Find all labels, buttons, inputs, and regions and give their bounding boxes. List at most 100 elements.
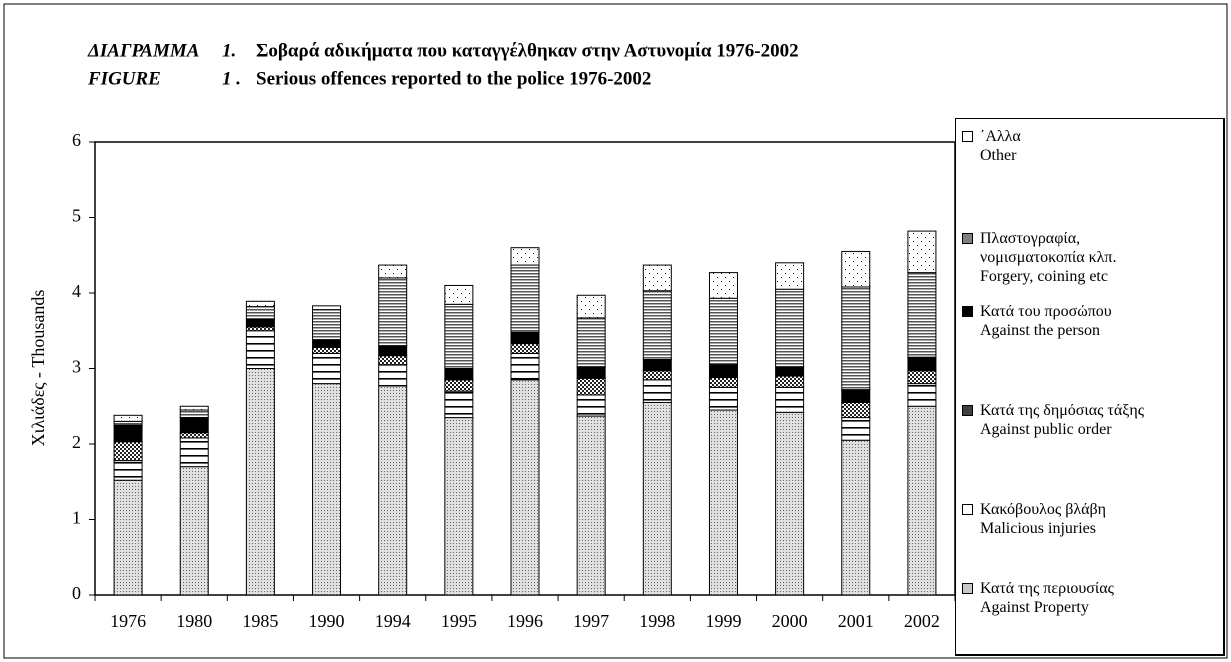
bar-segment (775, 386, 805, 413)
bar-segment (775, 411, 805, 596)
title-en: Serious offences reported to the police … (256, 68, 651, 89)
bar-segment (444, 303, 474, 370)
bar-segment (841, 389, 871, 403)
title-en-number: 1 . (222, 68, 241, 89)
legend-item: Κακόβουλος βλάβη Malicious injuries (962, 500, 1106, 538)
bar-segment (444, 284, 474, 305)
bar-segment (312, 309, 342, 341)
bar-segment (775, 288, 805, 368)
bar-segment (576, 317, 606, 368)
bar-segment (312, 339, 342, 348)
bar-segment (576, 377, 606, 396)
title-gr-label: ΔΙΑΓΡΑΜΜΑ (87, 40, 199, 61)
bar-segment (312, 346, 342, 354)
bar-segment (444, 368, 474, 381)
bar-segment (841, 250, 871, 288)
bar-segment (378, 277, 408, 347)
legend: ΄Αλλα Other Πλαστογραφία, νομισματοκοπία … (955, 118, 1225, 656)
legend-label: Πλαστογραφία, νομισματοκοπία κλπ. Forger… (980, 230, 1117, 285)
bar-segment (378, 355, 408, 366)
bar-segment (841, 286, 871, 391)
bar-segment (907, 383, 937, 407)
outer-border (3, 3, 1228, 659)
x-tick-label: 1995 (441, 611, 477, 631)
bar-segment (510, 264, 540, 333)
x-tick-label: 2002 (904, 611, 940, 631)
bar-segment (245, 300, 275, 308)
title-en-label: FIGURE (87, 68, 161, 89)
legend-swatch (962, 131, 973, 142)
legend-swatch (962, 504, 973, 515)
bar-segment (245, 368, 275, 596)
bar-segment (245, 326, 275, 332)
bar-segment (642, 290, 672, 360)
bar-segment (444, 379, 474, 392)
legend-swatch (962, 405, 973, 416)
bar-segment (444, 390, 474, 419)
legend-item: Πλαστογραφία, νομισματοκοπία κλπ. Forger… (962, 229, 1117, 286)
bar-segment (113, 441, 143, 462)
y-tick-label: 5 (72, 206, 81, 226)
bar-segment (907, 356, 937, 372)
bar-segment (312, 383, 342, 596)
bar-segment (113, 414, 143, 422)
x-tick-label: 1998 (639, 611, 675, 631)
legend-swatch (962, 583, 973, 594)
y-axis-label: Χιλιάδες - Thousands (28, 290, 48, 447)
bar-segment (378, 345, 408, 357)
legend-item: Κατά της δημόσιας τάξης Against public o… (962, 401, 1144, 439)
x-tick-label: 2000 (772, 611, 808, 631)
bar-segment (708, 272, 738, 299)
bar-segment (708, 297, 738, 366)
y-tick-label: 4 (72, 281, 81, 301)
bar-segment (907, 272, 937, 358)
legend-label: Κατά του προσώπου Against the person (980, 303, 1112, 339)
bar-segment (907, 230, 937, 274)
bar-segment (510, 247, 540, 266)
bar-segment (113, 420, 143, 426)
bar-segment (576, 366, 606, 379)
bar-segment (576, 294, 606, 319)
bar-segment (775, 366, 805, 377)
legend-label: ΄Αλλα Other (980, 128, 1021, 164)
bar-segment (642, 370, 672, 381)
bar-segment (113, 479, 143, 596)
x-tick-label: 2001 (838, 611, 874, 631)
bar-segment (113, 460, 143, 481)
x-tick-label: 1994 (375, 611, 411, 631)
bar-segment (378, 264, 408, 279)
bar-segment (841, 439, 871, 596)
x-tick-label: 1990 (309, 611, 345, 631)
x-tick-label: 1976 (110, 611, 146, 631)
bar-segment (576, 394, 606, 417)
title-gr-number: 1. (222, 40, 236, 61)
y-tick-label: 3 (72, 357, 81, 377)
bar-segment (907, 405, 937, 596)
x-tick-label: 1997 (573, 611, 609, 631)
bar-segment (179, 466, 209, 596)
bar-segment (113, 424, 143, 443)
bar-segment (841, 401, 871, 419)
legend-item: Κατά της περιουσίας Against Property (962, 579, 1114, 617)
bar-segment (179, 437, 209, 468)
legend-item: ΄Αλλα Other (962, 127, 1021, 165)
bar-segment (510, 352, 540, 381)
legend-swatch (962, 306, 973, 317)
bar-segment (179, 417, 209, 434)
bar-segment (378, 364, 408, 387)
legend-swatch (962, 233, 973, 244)
bar-segment (642, 358, 672, 372)
y-tick-label: 0 (72, 583, 81, 603)
bar-segment (510, 343, 540, 354)
bar-segment (708, 386, 738, 411)
legend-item: Κατά του προσώπου Against the person (962, 302, 1112, 340)
bar-segment (642, 264, 672, 292)
bar-segment (510, 331, 540, 345)
bar-segment (775, 375, 805, 388)
bar-segment (179, 432, 209, 439)
bar-segment (642, 379, 672, 403)
y-tick-label: 6 (72, 130, 81, 150)
x-tick-label: 1999 (705, 611, 741, 631)
x-tick-label: 1980 (176, 611, 212, 631)
